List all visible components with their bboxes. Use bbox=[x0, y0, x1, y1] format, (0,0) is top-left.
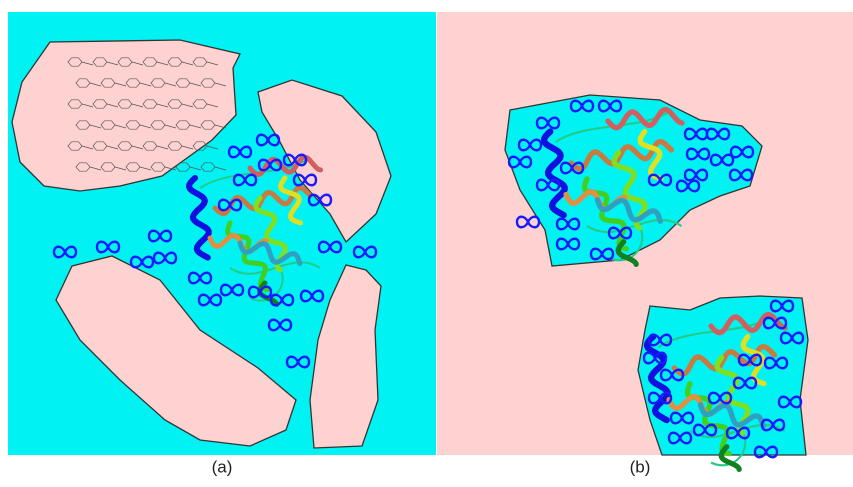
bond bbox=[181, 103, 194, 108]
sugar-ring bbox=[67, 99, 83, 109]
sugar-ring bbox=[192, 141, 208, 151]
sugar-ring bbox=[200, 78, 216, 88]
bond bbox=[131, 103, 144, 108]
panel-label: (a) bbox=[212, 457, 233, 476]
bond bbox=[164, 82, 177, 87]
sugar-ring bbox=[192, 57, 208, 67]
sugar-ring bbox=[100, 78, 116, 88]
sugar-ring bbox=[142, 57, 158, 67]
bond bbox=[214, 124, 227, 129]
bond bbox=[81, 145, 94, 150]
sugar-ring bbox=[192, 99, 208, 109]
bond bbox=[214, 166, 227, 171]
sugar-ring bbox=[92, 141, 108, 151]
sugar-ring bbox=[175, 78, 191, 88]
bond bbox=[164, 166, 177, 171]
bond bbox=[156, 145, 169, 150]
bond bbox=[106, 103, 119, 108]
sugar-ring bbox=[142, 99, 158, 109]
sugar-ring bbox=[117, 99, 133, 109]
bond bbox=[114, 124, 127, 129]
bond bbox=[81, 103, 94, 108]
sugar-ring bbox=[75, 120, 91, 130]
sugar-ring bbox=[67, 141, 83, 151]
bond bbox=[131, 145, 144, 150]
bond bbox=[206, 103, 219, 108]
bond bbox=[156, 103, 169, 108]
bond bbox=[206, 61, 219, 66]
sugar-ring bbox=[150, 120, 166, 130]
sugar-ring bbox=[67, 57, 83, 67]
bond bbox=[156, 61, 169, 66]
bond bbox=[139, 166, 152, 171]
bond bbox=[214, 82, 227, 87]
sugar-ring bbox=[167, 141, 183, 151]
sugar-ring bbox=[175, 162, 191, 172]
sugar-ring bbox=[75, 162, 91, 172]
bond bbox=[139, 124, 152, 129]
bond bbox=[181, 145, 194, 150]
sugar-ring bbox=[92, 99, 108, 109]
sugar-ring bbox=[100, 120, 116, 130]
panel-label: (b) bbox=[630, 457, 651, 476]
sugar-ring bbox=[167, 99, 183, 109]
sugar-ring bbox=[75, 78, 91, 88]
bond bbox=[206, 145, 219, 150]
bond bbox=[89, 124, 102, 129]
bond bbox=[181, 61, 194, 66]
sugar-ring bbox=[125, 78, 141, 88]
bond bbox=[114, 82, 127, 87]
bond bbox=[189, 124, 202, 129]
bond bbox=[189, 82, 202, 87]
bond bbox=[89, 166, 102, 171]
bond bbox=[189, 166, 202, 171]
bond bbox=[131, 61, 144, 66]
sugar-ring bbox=[142, 141, 158, 151]
bond bbox=[114, 166, 127, 171]
sugar-ring bbox=[150, 78, 166, 88]
bond bbox=[139, 82, 152, 87]
sugar-ring bbox=[125, 120, 141, 130]
sugar-ring bbox=[200, 120, 216, 130]
substrate-particles bbox=[11, 39, 392, 449]
sugar-ring bbox=[150, 162, 166, 172]
cellulose-structure bbox=[67, 57, 227, 172]
bond bbox=[89, 82, 102, 87]
sugar-ring bbox=[200, 162, 216, 172]
bond bbox=[106, 145, 119, 150]
sugar-ring bbox=[117, 141, 133, 151]
sugar-ring bbox=[125, 162, 141, 172]
sugar-ring bbox=[92, 57, 108, 67]
bond bbox=[106, 61, 119, 66]
bond bbox=[164, 124, 177, 129]
sugar-ring bbox=[117, 57, 133, 67]
sugar-ring bbox=[100, 162, 116, 172]
sugar-ring bbox=[175, 120, 191, 130]
bond bbox=[81, 61, 94, 66]
sugar-ring bbox=[167, 57, 183, 67]
